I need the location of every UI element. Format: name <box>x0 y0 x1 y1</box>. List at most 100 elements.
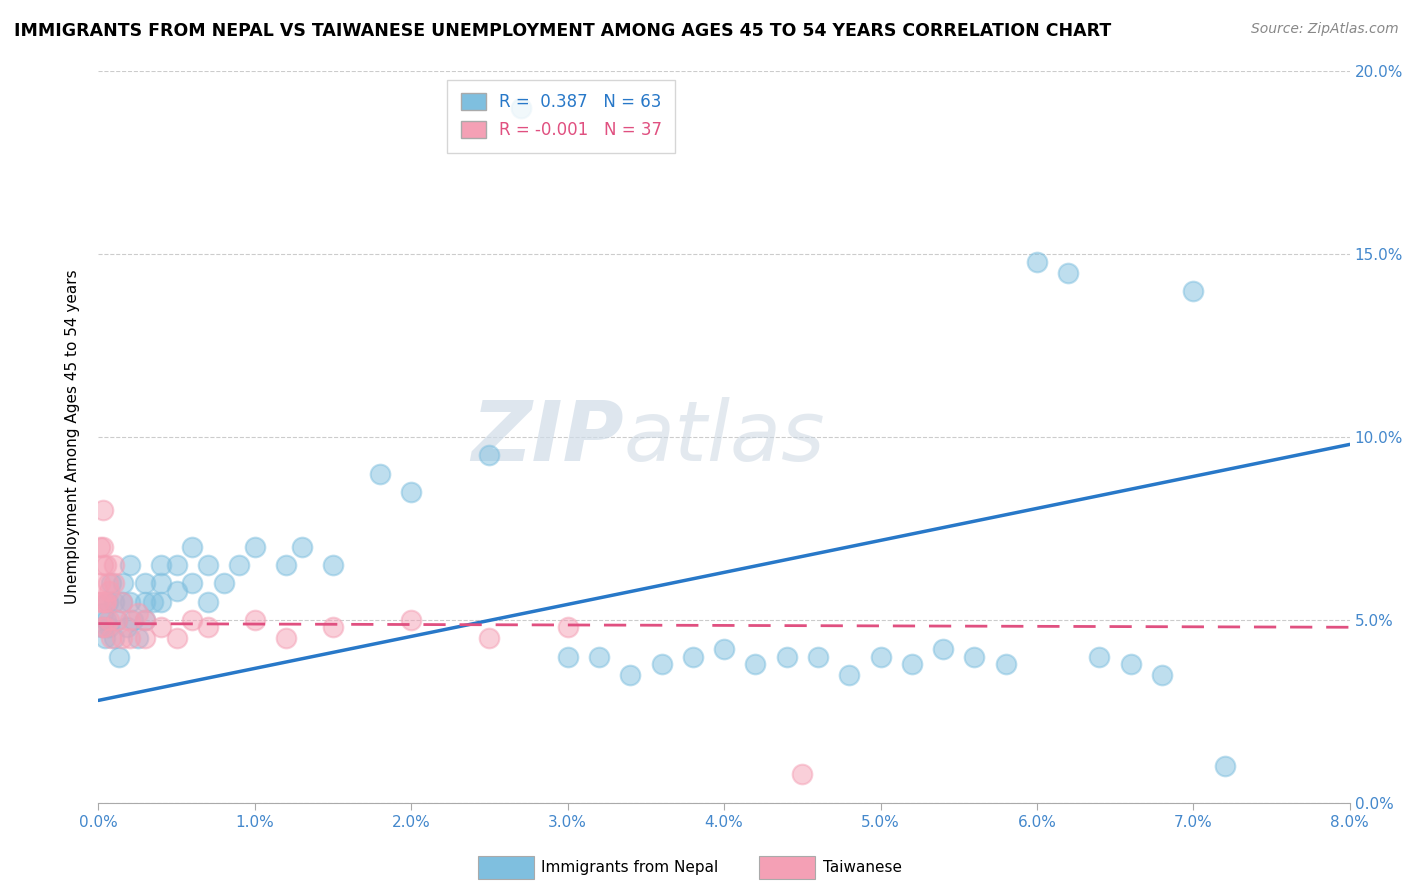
Point <box>557 620 579 634</box>
Point <box>682 649 704 664</box>
Point <box>401 485 423 500</box>
Point <box>1182 284 1205 298</box>
Point <box>98 583 121 598</box>
Point <box>557 649 579 664</box>
Point <box>134 632 156 646</box>
Point <box>243 540 266 554</box>
Point <box>807 649 830 664</box>
Point <box>89 594 111 608</box>
Point <box>105 613 128 627</box>
Point <box>118 632 141 646</box>
Point <box>274 558 298 573</box>
Point <box>181 613 204 627</box>
Text: Taiwanese: Taiwanese <box>823 861 901 875</box>
Point <box>744 657 766 671</box>
Y-axis label: Unemployment Among Ages 45 to 54 years: Unemployment Among Ages 45 to 54 years <box>65 269 80 605</box>
Point <box>91 540 114 554</box>
Point <box>478 632 501 646</box>
Point <box>127 606 149 620</box>
Point <box>111 632 134 646</box>
Point <box>96 594 118 608</box>
Point <box>994 657 1017 671</box>
Point <box>93 594 115 608</box>
Point <box>96 613 118 627</box>
Point <box>650 657 672 671</box>
Point <box>150 620 173 634</box>
Text: IMMIGRANTS FROM NEPAL VS TAIWANESE UNEMPLOYMENT AMONG AGES 45 TO 54 YEARS CORREL: IMMIGRANTS FROM NEPAL VS TAIWANESE UNEMP… <box>14 22 1111 40</box>
Point <box>322 620 344 634</box>
Point <box>97 576 120 591</box>
Point <box>900 657 922 671</box>
Point <box>869 649 891 664</box>
Point <box>838 667 860 681</box>
Point <box>142 594 165 608</box>
Point <box>96 558 118 573</box>
Point <box>98 613 121 627</box>
Point <box>588 649 610 664</box>
Point <box>243 613 266 627</box>
Point <box>197 558 219 573</box>
Point <box>401 613 423 627</box>
Point <box>127 632 149 646</box>
Point <box>93 632 115 646</box>
Point <box>274 632 298 646</box>
Point <box>111 594 134 608</box>
Point <box>212 576 235 591</box>
Point <box>322 558 344 573</box>
Point <box>134 613 156 627</box>
Point <box>111 594 134 608</box>
Point <box>100 632 122 646</box>
Point <box>100 576 122 591</box>
Point <box>1088 649 1111 664</box>
Point <box>197 594 219 608</box>
Point <box>103 594 125 608</box>
Point <box>1026 254 1049 268</box>
Point <box>181 540 204 554</box>
Point <box>134 613 156 627</box>
Point <box>89 576 111 591</box>
Point <box>103 576 125 591</box>
Point <box>619 667 641 681</box>
Point <box>963 649 986 664</box>
Point <box>112 576 135 591</box>
Point <box>932 642 955 657</box>
Point <box>91 503 114 517</box>
Point <box>105 613 128 627</box>
Point <box>197 620 219 634</box>
Point <box>1057 266 1080 280</box>
Point <box>509 101 531 115</box>
Text: Immigrants from Nepal: Immigrants from Nepal <box>541 861 718 875</box>
Point <box>291 540 314 554</box>
Point <box>150 576 173 591</box>
Point <box>118 594 141 608</box>
Point <box>478 448 501 462</box>
Point <box>115 620 138 634</box>
Point <box>150 594 173 608</box>
Point <box>166 632 188 646</box>
Point <box>121 613 143 627</box>
Point <box>1119 657 1142 671</box>
Text: atlas: atlas <box>624 397 825 477</box>
Point <box>107 649 129 664</box>
Point <box>97 594 120 608</box>
Point <box>792 766 814 780</box>
Point <box>1150 667 1173 681</box>
Point <box>1213 759 1236 773</box>
Point <box>166 583 188 598</box>
Point <box>776 649 799 664</box>
Point <box>166 558 188 573</box>
Point <box>713 642 735 657</box>
Point <box>90 594 112 608</box>
Point <box>93 620 115 634</box>
Point <box>91 606 114 620</box>
Legend: R =  0.387   N = 63, R = -0.001   N = 37: R = 0.387 N = 63, R = -0.001 N = 37 <box>447 79 675 153</box>
Point <box>103 558 125 573</box>
Point <box>181 576 204 591</box>
Point <box>103 632 125 646</box>
Text: Source: ZipAtlas.com: Source: ZipAtlas.com <box>1251 22 1399 37</box>
Point <box>118 613 141 627</box>
Text: ZIP: ZIP <box>471 397 624 477</box>
Point <box>98 620 121 634</box>
Point <box>150 558 173 573</box>
Point <box>89 540 111 554</box>
